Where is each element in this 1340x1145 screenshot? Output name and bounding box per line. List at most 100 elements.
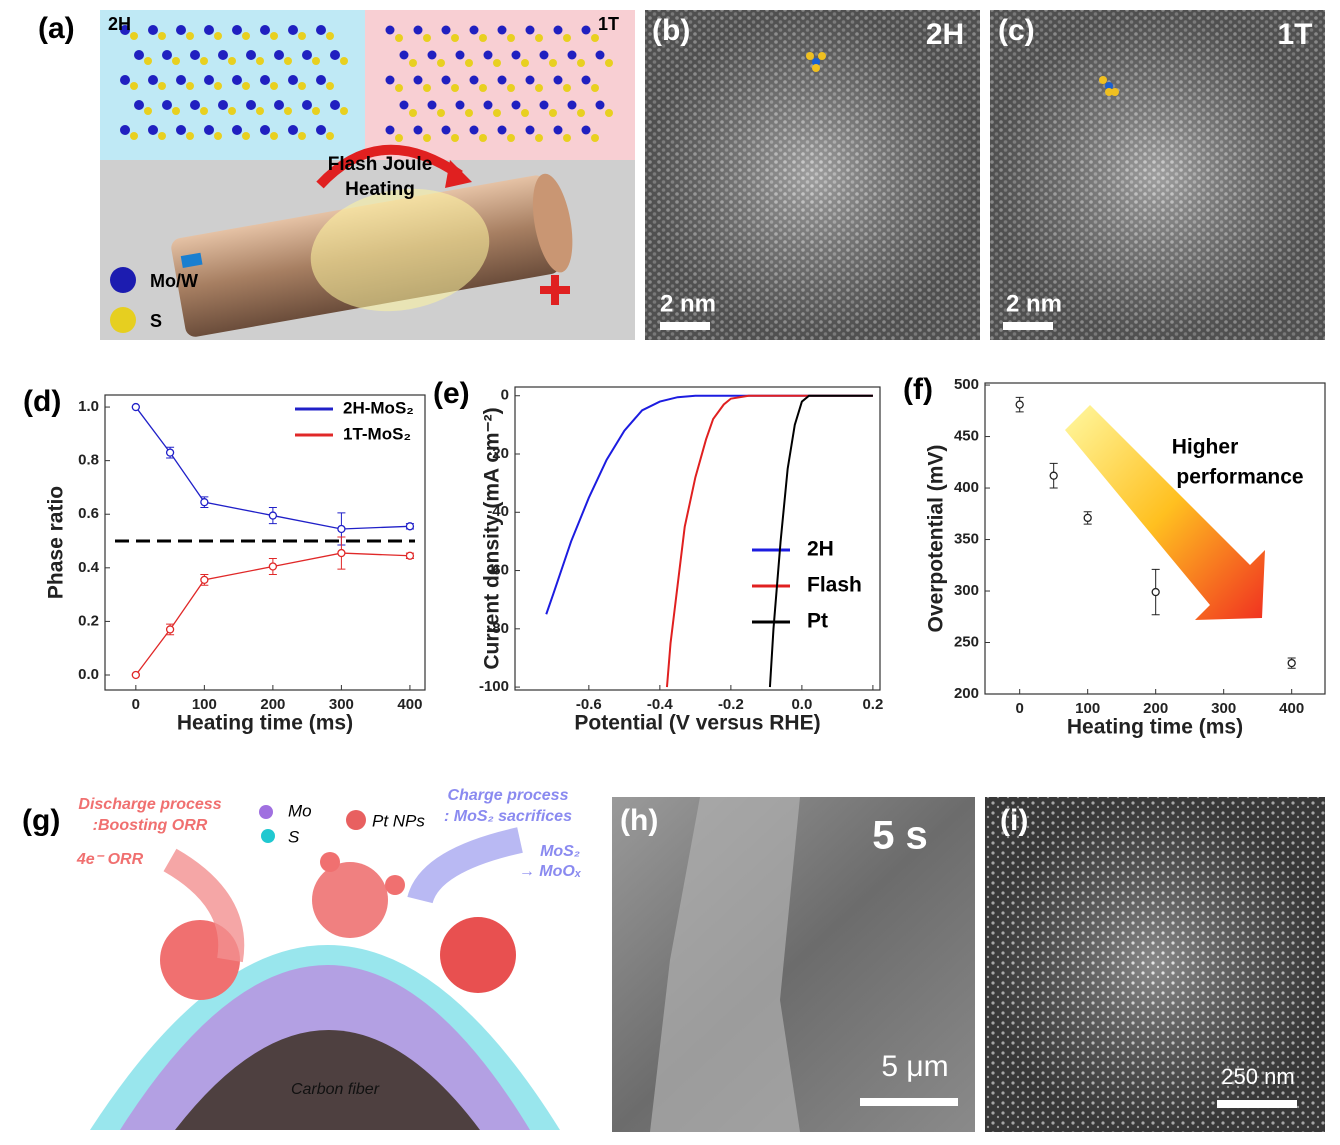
atom — [591, 84, 599, 92]
atom — [441, 75, 451, 85]
atom — [581, 75, 591, 85]
atom — [312, 107, 320, 115]
y-tick-label: -100 — [479, 678, 509, 695]
atom — [162, 50, 172, 60]
y-tick-label: 0.0 — [78, 666, 99, 683]
atom — [242, 32, 250, 40]
atom — [539, 100, 549, 110]
scale-label: 5 μm — [881, 1050, 948, 1083]
scale-bar — [1003, 322, 1053, 330]
atom — [148, 25, 158, 35]
atom — [288, 25, 298, 35]
process-label: Heating — [345, 179, 415, 200]
y-tick-label: 0.4 — [78, 559, 100, 576]
atom — [497, 125, 507, 135]
atom — [242, 82, 250, 90]
y-tick-label: 0.8 — [78, 452, 99, 469]
legend-mo — [110, 267, 136, 293]
atom — [148, 75, 158, 85]
atom — [330, 50, 340, 60]
atom — [232, 75, 242, 85]
panel-label: (a) — [38, 12, 75, 45]
y-tick-label: 250 — [954, 633, 979, 650]
atom — [563, 84, 571, 92]
legend-label: S — [288, 827, 300, 846]
series-line — [665, 394, 873, 688]
atom — [483, 50, 493, 60]
plot-frame — [984, 382, 1326, 695]
scale-bar — [860, 1098, 958, 1106]
y-tick-label: 400 — [954, 479, 979, 496]
series-line — [768, 394, 873, 688]
y-tick-label: 200 — [954, 685, 979, 702]
atom — [130, 132, 138, 140]
scale-bar — [1217, 1100, 1297, 1108]
atom — [316, 25, 326, 35]
atom — [423, 84, 431, 92]
atom — [186, 82, 194, 90]
annotation: : MoS₂ sacrifices — [444, 808, 572, 825]
panel-label: (h) — [620, 804, 658, 837]
atom — [246, 50, 256, 60]
atom — [525, 125, 535, 135]
atom — [469, 75, 479, 85]
atom — [232, 125, 242, 135]
scale-bar — [660, 322, 710, 330]
y-tick-label: 0.2 — [78, 612, 99, 629]
atom — [214, 82, 222, 90]
atom — [190, 50, 200, 60]
annotation: 4e⁻ ORR — [76, 851, 144, 868]
atom — [288, 75, 298, 85]
atom — [256, 57, 264, 65]
atom — [567, 100, 577, 110]
panel-label: (c) — [998, 14, 1035, 47]
atom — [441, 25, 451, 35]
legend-s — [110, 307, 136, 333]
atom — [535, 134, 543, 142]
atom — [214, 132, 222, 140]
plus — [540, 275, 570, 305]
atom — [549, 109, 557, 117]
x-tick-label: 0.0 — [791, 696, 812, 713]
series-line — [135, 406, 410, 530]
atom — [246, 100, 256, 110]
atom — [581, 125, 591, 135]
atom — [451, 134, 459, 142]
atom — [563, 134, 571, 142]
marker — [200, 498, 209, 507]
atom — [605, 59, 613, 67]
fiber-label: Carbon fiber — [291, 1081, 380, 1098]
atom — [479, 84, 487, 92]
annotation: → MoOₓ — [519, 863, 582, 880]
atom — [340, 107, 348, 115]
atom — [553, 25, 563, 35]
atom — [260, 25, 270, 35]
atom — [298, 32, 306, 40]
atom — [413, 125, 423, 135]
y-tick-label: 1.0 — [78, 398, 99, 415]
tem-shade — [990, 10, 1325, 340]
atom — [399, 50, 409, 60]
sem-fiber — [650, 797, 800, 1132]
atom — [521, 59, 529, 67]
marker — [405, 551, 415, 560]
arrowhead — [445, 160, 472, 188]
atom — [595, 50, 605, 60]
atom — [232, 25, 242, 35]
atom — [595, 100, 605, 110]
marker — [337, 548, 346, 558]
atom — [427, 50, 437, 60]
atom — [302, 50, 312, 60]
atom — [270, 32, 278, 40]
atom — [539, 50, 549, 60]
marker — [131, 402, 140, 412]
time-label: 5 s — [872, 814, 928, 858]
panel-label: (d) — [23, 385, 61, 418]
panel-label: (b) — [652, 14, 690, 47]
atom — [525, 25, 535, 35]
atom — [256, 107, 264, 115]
y-tick-label: -60 — [487, 562, 509, 579]
atom — [455, 50, 465, 60]
trend-arrow — [1065, 405, 1265, 620]
atom — [326, 82, 334, 90]
